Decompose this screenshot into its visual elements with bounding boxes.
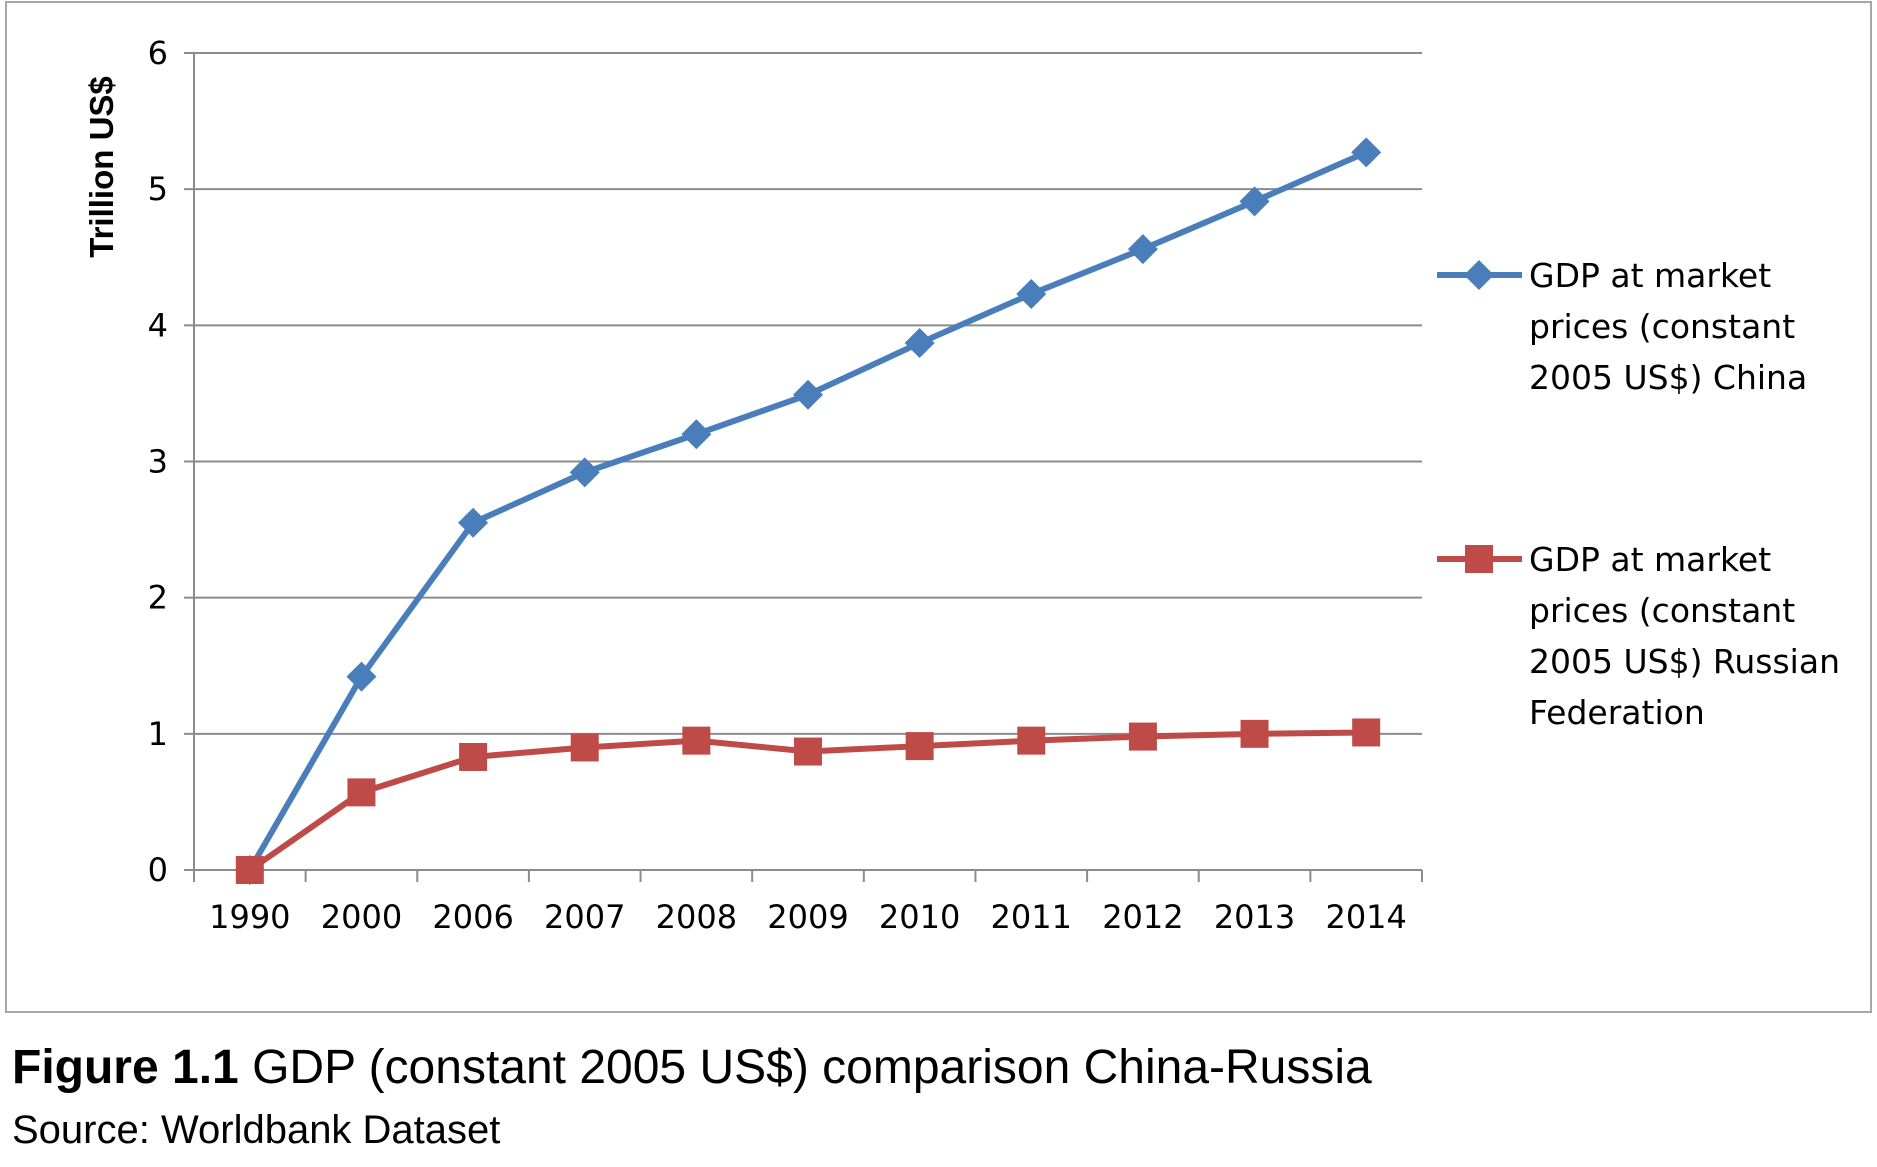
legend-entry: GDP at market prices (constant 2005 US$) C… [1437,256,1807,397]
data-point [905,732,934,761]
data-point [904,328,935,359]
data-point [1127,234,1158,265]
series-russia [235,718,1381,884]
data-point [347,778,376,807]
x-tick-label: 2006 [432,898,513,936]
data-point [794,737,822,766]
data-point [570,733,599,762]
data-point [793,379,823,410]
data-point [346,661,377,692]
figure-caption: Figure 1.1 GDP (constant 2005 US$) compa… [12,1040,1372,1095]
y-axis-title: Trillion US$ [83,76,120,258]
axes: 0 1 2 3 4 5 6 1990 2000 2006 2007 2008 2009 2010 2011 2… [148,34,1423,936]
series-lines [234,137,1382,885]
x-tick-label: 2012 [1102,898,1183,936]
x-tick-label: 2011 [991,898,1072,936]
data-point [1352,718,1381,747]
data-point [459,742,488,771]
y-tick-label: 6 [148,34,168,72]
x-tick-label: 2010 [879,898,960,936]
line-chart: 0 1 2 3 4 5 6 1990 2000 2006 2007 2008 2009 2010 2011 2… [83,34,1840,936]
data-point [1351,137,1382,168]
legend-label: GDP at market [1529,540,1771,579]
data-point [1017,726,1046,755]
y-tick-label: 4 [148,306,168,344]
y-tick-label: 5 [148,170,168,208]
data-point [682,726,711,755]
legend-label: Federation [1529,693,1705,732]
data-point [458,507,489,538]
x-tick-label: 2013 [1214,898,1295,936]
legend-label: prices (constant [1529,591,1795,630]
y-tick-label: 2 [148,579,168,617]
legend-label: prices (constant [1529,307,1795,346]
data-point [1240,719,1269,748]
x-tick-label: 2008 [656,898,737,936]
y-tick-label: 1 [148,715,168,753]
legend-marker [1465,545,1493,573]
data-point [681,419,712,450]
data-point [1239,186,1270,217]
legend-entry: GDP at market prices (constant 2005 US$) R… [1437,540,1840,732]
chart-frame: 0 1 2 3 4 5 6 1990 2000 2006 2007 2008 2009 2010 2011 2… [5,1,1872,1013]
x-tick-label: 1990 [209,898,290,936]
figure-title: GDP (constant 2005 US$) comparison China… [252,1041,1372,1094]
data-point [569,457,600,488]
legend-label: 2005 US$) Russian [1529,642,1840,681]
legend-label: 2005 US$) China [1529,358,1807,397]
legend: GDP at market prices (constant 2005 US$) C… [1437,256,1840,732]
data-point [1016,279,1047,310]
x-tick-label: 2007 [544,898,625,936]
data-point [1128,722,1157,751]
data-point [235,856,264,884]
x-tick-label: 2014 [1325,898,1406,936]
series-china [234,137,1382,885]
x-tick-label: 2000 [321,898,402,936]
y-tick-label: 3 [148,443,168,481]
x-tick-label: 2009 [767,898,848,936]
figure-source: Source: Worldbank Dataset [12,1108,501,1152]
legend-label: GDP at market [1529,256,1771,295]
legend-marker [1464,260,1494,290]
y-tick-label: 0 [148,851,168,889]
figure-label: Figure 1.1 [12,1041,239,1094]
